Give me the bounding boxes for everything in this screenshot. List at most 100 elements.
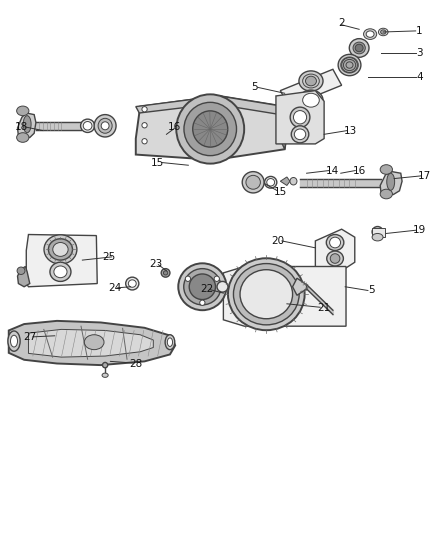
Polygon shape (223, 266, 346, 326)
Text: 5: 5 (368, 286, 375, 295)
Bar (372, 228, 385, 237)
Polygon shape (136, 96, 289, 160)
Ellipse shape (326, 235, 344, 251)
Ellipse shape (342, 58, 357, 72)
Ellipse shape (329, 237, 341, 248)
Ellipse shape (54, 266, 67, 278)
Ellipse shape (299, 71, 323, 91)
Text: 22: 22 (200, 284, 213, 294)
Ellipse shape (94, 115, 116, 137)
Ellipse shape (381, 30, 386, 34)
Ellipse shape (11, 335, 18, 347)
Ellipse shape (23, 116, 31, 133)
Ellipse shape (102, 362, 108, 368)
Ellipse shape (98, 118, 112, 133)
Ellipse shape (8, 331, 20, 351)
Ellipse shape (228, 258, 304, 330)
Ellipse shape (193, 111, 228, 147)
Polygon shape (315, 229, 355, 271)
Ellipse shape (246, 175, 260, 189)
Ellipse shape (184, 102, 237, 156)
Polygon shape (276, 91, 324, 144)
Ellipse shape (17, 106, 29, 116)
Ellipse shape (184, 269, 221, 305)
Ellipse shape (17, 267, 25, 274)
Ellipse shape (128, 280, 136, 287)
Polygon shape (28, 329, 153, 357)
Text: 2: 2 (338, 19, 345, 28)
Ellipse shape (101, 122, 109, 130)
Ellipse shape (44, 235, 77, 264)
Text: 17: 17 (418, 171, 431, 181)
Ellipse shape (83, 122, 92, 130)
Ellipse shape (200, 300, 205, 305)
Ellipse shape (291, 126, 309, 143)
Ellipse shape (233, 264, 299, 325)
Text: 15: 15 (151, 158, 164, 167)
Text: 16: 16 (168, 122, 181, 132)
Text: 25: 25 (102, 252, 115, 262)
Ellipse shape (303, 93, 319, 107)
Ellipse shape (372, 233, 383, 241)
Ellipse shape (161, 269, 170, 277)
Text: 24: 24 (108, 283, 121, 293)
Polygon shape (280, 177, 290, 185)
Ellipse shape (163, 271, 168, 275)
Ellipse shape (267, 179, 275, 186)
Polygon shape (280, 69, 342, 107)
Text: 20: 20 (272, 236, 285, 246)
Ellipse shape (366, 31, 374, 37)
Ellipse shape (338, 54, 361, 76)
Ellipse shape (364, 29, 377, 39)
Ellipse shape (102, 373, 108, 377)
Text: 28: 28 (129, 359, 142, 368)
Ellipse shape (126, 277, 139, 290)
Ellipse shape (240, 270, 293, 319)
Text: 4: 4 (416, 72, 423, 82)
Ellipse shape (242, 172, 264, 193)
Ellipse shape (176, 94, 244, 164)
Text: 1: 1 (416, 26, 423, 36)
Polygon shape (380, 172, 402, 195)
Ellipse shape (185, 276, 191, 281)
Ellipse shape (48, 239, 73, 260)
Polygon shape (136, 96, 285, 115)
Text: 18: 18 (14, 122, 28, 132)
Ellipse shape (299, 90, 323, 110)
Ellipse shape (290, 177, 297, 185)
Ellipse shape (294, 129, 306, 140)
Text: 19: 19 (413, 225, 426, 235)
Ellipse shape (165, 335, 175, 350)
Text: 16: 16 (353, 166, 366, 175)
Ellipse shape (84, 335, 104, 350)
Ellipse shape (167, 338, 173, 346)
Polygon shape (9, 321, 175, 365)
Ellipse shape (380, 189, 392, 199)
Ellipse shape (50, 262, 71, 281)
Text: 13: 13 (344, 126, 357, 135)
Text: 23: 23 (149, 259, 162, 269)
Text: 15: 15 (274, 187, 287, 197)
Ellipse shape (142, 123, 147, 128)
Polygon shape (18, 266, 30, 287)
Ellipse shape (217, 281, 228, 292)
Ellipse shape (372, 227, 383, 237)
Text: 3: 3 (416, 49, 423, 58)
Ellipse shape (378, 28, 388, 36)
Ellipse shape (17, 133, 29, 142)
Ellipse shape (214, 276, 219, 281)
Ellipse shape (327, 251, 343, 266)
Polygon shape (293, 278, 307, 295)
Ellipse shape (330, 254, 340, 263)
Ellipse shape (142, 139, 147, 144)
Ellipse shape (81, 119, 95, 133)
Text: 14: 14 (326, 166, 339, 175)
Polygon shape (26, 235, 97, 287)
Ellipse shape (178, 263, 226, 310)
Text: 5: 5 (251, 83, 258, 92)
Text: 21: 21 (318, 303, 331, 313)
Ellipse shape (305, 76, 316, 86)
Ellipse shape (353, 42, 365, 54)
Ellipse shape (265, 176, 277, 188)
Ellipse shape (380, 165, 392, 174)
